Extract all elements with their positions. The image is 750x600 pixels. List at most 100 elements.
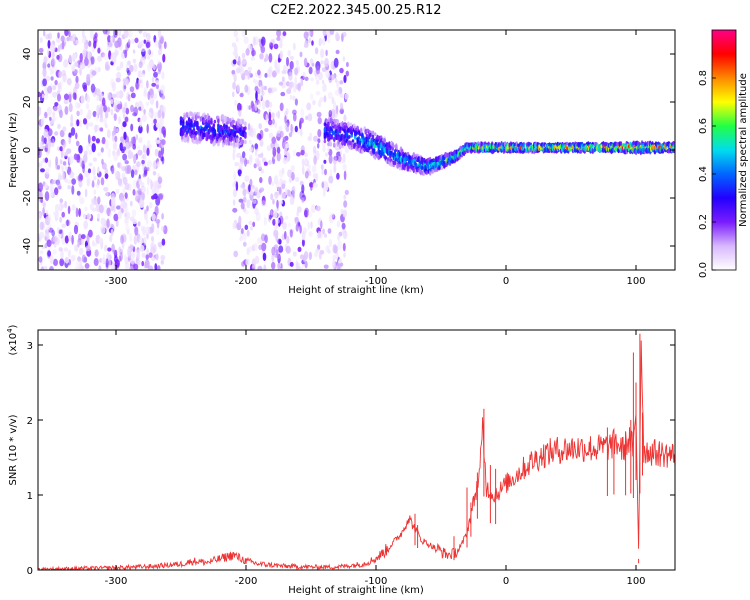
ridge-cell xyxy=(431,168,434,174)
noise-cell xyxy=(251,265,256,270)
noise-cell xyxy=(122,82,127,92)
noise-cell xyxy=(304,260,308,269)
noise-cell xyxy=(274,121,278,128)
noise-cell xyxy=(303,57,308,67)
noise-cell xyxy=(117,178,123,186)
noise-cell xyxy=(75,39,80,45)
noise-cell xyxy=(117,162,122,169)
noise-cell xyxy=(125,225,130,232)
noise-cell xyxy=(249,127,254,138)
noise-cell xyxy=(307,221,310,230)
noise-cell xyxy=(92,110,97,118)
noise-cell xyxy=(316,111,322,118)
noise-cell xyxy=(295,60,299,66)
noise-cell xyxy=(80,94,85,105)
noise-cell xyxy=(281,179,287,184)
noise-cell xyxy=(107,147,111,158)
noise-cell xyxy=(123,131,127,140)
noise-cell xyxy=(116,205,121,210)
noise-cell xyxy=(59,80,63,85)
noise-cell xyxy=(75,207,79,218)
ridge-cell xyxy=(225,124,228,130)
noise-cell xyxy=(315,205,321,212)
noise-cell xyxy=(248,105,251,110)
noise-cell xyxy=(268,175,272,185)
noise-cell xyxy=(95,88,101,97)
noise-cell xyxy=(307,113,313,122)
noise-cell xyxy=(150,51,154,57)
noise-cell xyxy=(83,84,88,92)
noise-cell xyxy=(103,117,107,127)
noise-cell xyxy=(239,92,244,98)
noise-cell xyxy=(271,253,275,263)
noise-cell xyxy=(115,219,119,227)
noise-cell xyxy=(258,100,262,108)
noise-cell xyxy=(320,60,324,65)
noise-cell xyxy=(109,35,113,43)
noise-cell xyxy=(333,164,337,174)
noise-cell xyxy=(319,97,325,103)
noise-cell xyxy=(116,103,123,110)
noise-cell xyxy=(45,33,50,40)
colorbar-fill xyxy=(712,30,736,270)
noise-cell xyxy=(271,261,276,270)
noise-cell xyxy=(301,158,305,167)
noise-cell xyxy=(288,82,293,90)
noise-cell xyxy=(62,161,67,166)
noise-cell xyxy=(55,210,59,218)
noise-cell xyxy=(156,161,161,168)
noise-cell xyxy=(237,169,242,175)
ridge-cell xyxy=(210,118,213,125)
noise-cell xyxy=(255,71,258,78)
noise-cell xyxy=(76,110,80,117)
noise-cell xyxy=(300,128,303,137)
noise-cell xyxy=(324,57,329,68)
noise-cell xyxy=(124,49,128,59)
noise-cell xyxy=(103,105,108,113)
noise-cell xyxy=(236,152,242,158)
noise-cell xyxy=(269,214,272,220)
noise-cell xyxy=(44,111,48,119)
noise-cell xyxy=(248,220,253,226)
noise-cell xyxy=(289,55,294,61)
noise-cell xyxy=(124,116,129,123)
noise-cell xyxy=(336,220,341,228)
noise-cell xyxy=(147,47,151,55)
noise-cell xyxy=(163,41,167,49)
noise-cell xyxy=(274,194,278,200)
noise-cell xyxy=(59,109,63,119)
noise-cell xyxy=(284,146,288,156)
noise-cell xyxy=(322,30,327,37)
noise-cell xyxy=(112,249,118,255)
noise-cell xyxy=(90,56,95,65)
noise-cell xyxy=(233,250,239,258)
noise-cell xyxy=(343,74,347,84)
noise-cell xyxy=(276,36,281,41)
noise-cell xyxy=(91,70,97,76)
noise-cell xyxy=(137,79,142,84)
noise-cell xyxy=(307,164,311,170)
noise-cell xyxy=(52,85,57,91)
noise-cell xyxy=(286,88,292,95)
noise-cell xyxy=(297,82,302,92)
noise-cell xyxy=(234,162,239,167)
noise-cell xyxy=(121,233,127,243)
noise-cell xyxy=(147,176,150,186)
noise-cell xyxy=(68,155,74,165)
noise-cell xyxy=(117,210,122,220)
noise-cell xyxy=(38,91,41,98)
noise-cell xyxy=(110,53,116,63)
noise-cell xyxy=(287,222,291,228)
noise-cell xyxy=(257,108,261,114)
noise-cell xyxy=(55,156,58,166)
noise-cell xyxy=(317,230,322,239)
noise-cell xyxy=(237,102,242,112)
noise-cell xyxy=(289,94,293,100)
noise-cell xyxy=(322,145,326,153)
noise-cell xyxy=(344,93,349,100)
noise-cell xyxy=(299,51,303,58)
noise-cell xyxy=(304,209,308,218)
noise-cell xyxy=(114,171,118,177)
noise-cell xyxy=(124,165,130,175)
noise-cell xyxy=(151,82,157,87)
